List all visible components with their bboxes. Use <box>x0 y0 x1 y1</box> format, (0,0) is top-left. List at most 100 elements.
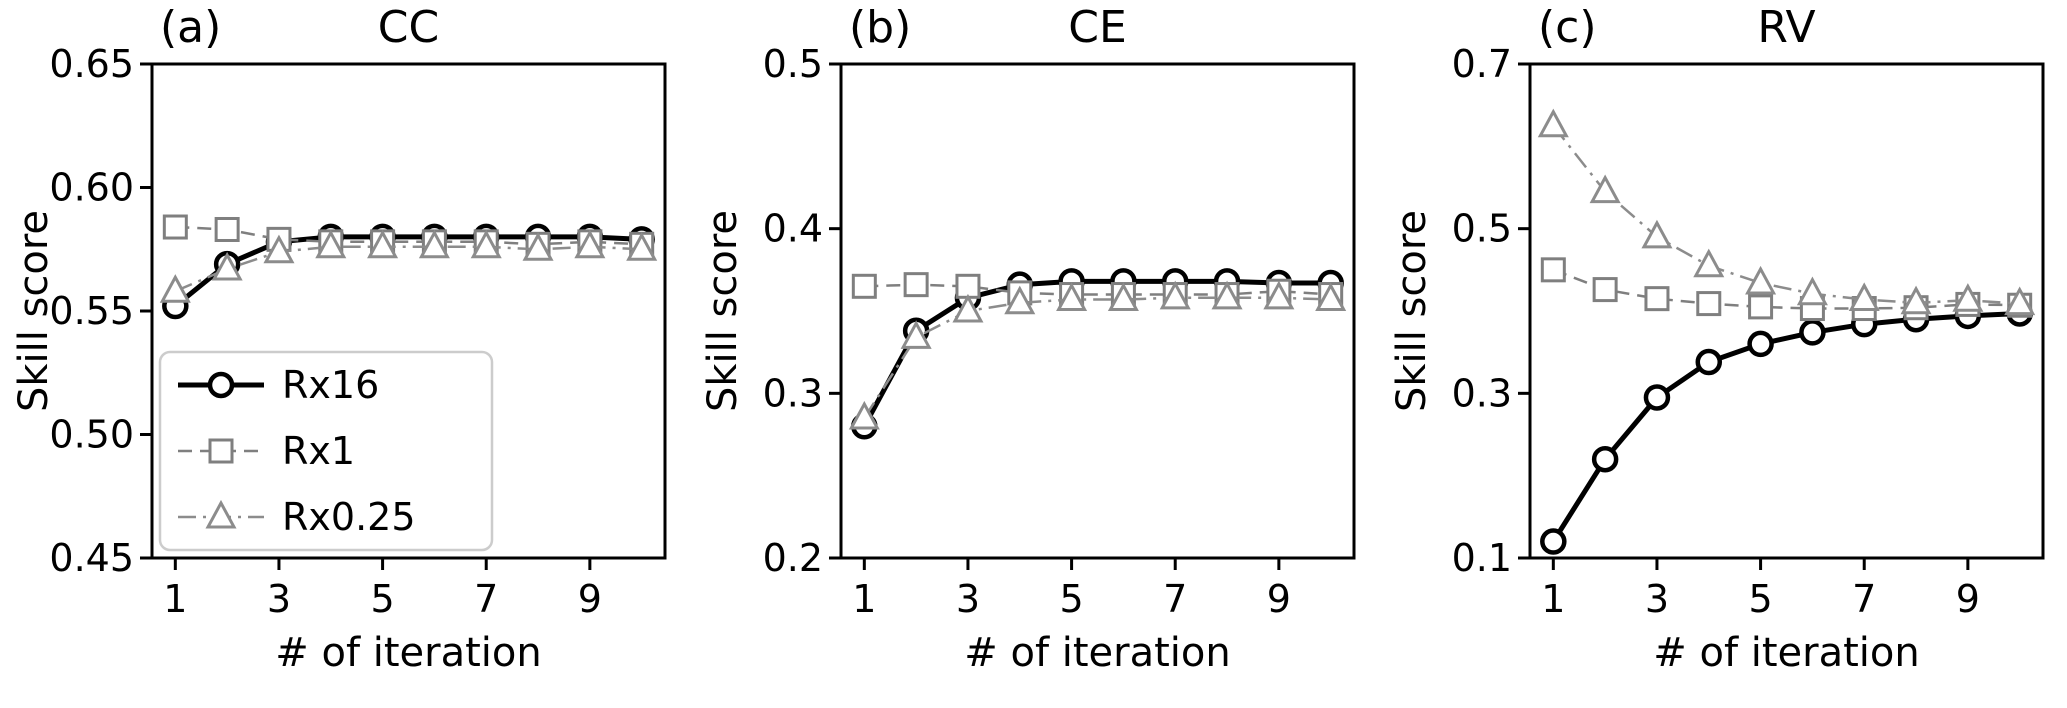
marker-triangle <box>1159 280 1191 310</box>
y-tick-label: 0.60 <box>49 166 134 210</box>
marker-triangle <box>2004 286 2036 316</box>
y-tick-label: 0.7 <box>1452 42 1512 86</box>
marker-triangle <box>1641 219 1673 249</box>
y-tick-label: 0.3 <box>763 371 823 415</box>
marker-triangle <box>1004 285 1036 315</box>
marker-triangle <box>1952 283 1984 312</box>
y-tick-label: 0.45 <box>49 536 134 580</box>
marker-triangle <box>470 229 502 259</box>
marker-triangle <box>848 400 880 430</box>
chart-a-canvas: 1 3 5 7 9 0.45 0.50 0.55 0.60 0.65 Rx16 Rx1 Rx0.25 <box>49 42 667 621</box>
series-line-Rx1 <box>175 225 642 246</box>
marker-triangle <box>1745 265 1777 295</box>
y-tick-label: 0.1 <box>1452 536 1512 580</box>
marker-triangle <box>418 229 450 259</box>
marker-triangle <box>1589 174 1621 204</box>
marker-triangle <box>367 229 399 259</box>
panel-b-title: CE <box>1068 2 1127 53</box>
legend-box <box>158 350 494 552</box>
marker-square <box>162 214 188 240</box>
panel-c-xlabel: # of iteration <box>1653 630 1920 676</box>
y-tick-label: 0.5 <box>763 42 823 86</box>
marker-triangle <box>211 251 243 281</box>
x-tick-label: 7 <box>474 577 498 621</box>
legend-label: Rx0.25 <box>282 495 416 539</box>
panel-c-title: RV <box>1757 2 1816 53</box>
marker-triangle <box>522 232 554 261</box>
series-line-Rx16 <box>173 234 642 309</box>
axes-box <box>839 62 1356 560</box>
y-tick-label: 0.5 <box>1452 207 1512 251</box>
panel-a-xlabel: # of iteration <box>275 630 542 676</box>
x-tick-label: 3 <box>956 577 980 621</box>
chart-panel-b: 1 3 5 7 9 0.2 0.3 0.4 0.5 (b) CE # of iteration … <box>689 0 1378 708</box>
marker-square <box>1540 257 1566 283</box>
marker-triangle <box>315 229 347 259</box>
panel-a-label: (a) <box>160 2 222 53</box>
marker-triangle <box>1211 280 1243 310</box>
marker-triangle <box>1107 282 1139 311</box>
chart-panel-a: 1 3 5 7 9 0.45 0.50 0.55 0.60 0.65 Rx16 Rx1 Rx0.25 (… <box>0 0 689 708</box>
series-line-Rx0.25 <box>174 245 642 293</box>
marker-square <box>208 438 234 464</box>
marker-square <box>1592 277 1618 303</box>
marker-triangle <box>1537 108 1569 138</box>
marker-triangle <box>900 320 932 349</box>
marker-triangle <box>574 229 606 259</box>
marker-square <box>1748 294 1774 320</box>
panel-a-ylabel: Skill score <box>11 209 57 413</box>
marker-circle <box>207 371 235 399</box>
series-line-Rx1 <box>864 283 1331 296</box>
marker-circle <box>1799 319 1826 346</box>
marker-triangle <box>263 234 295 264</box>
marker-square <box>214 216 240 242</box>
marker-triangle <box>1796 276 1828 306</box>
marker-triangle <box>1263 280 1295 310</box>
x-tick-label: 9 <box>578 577 602 621</box>
marker-circle <box>1643 384 1671 411</box>
marker-square <box>1696 291 1722 317</box>
x-tick-label: 5 <box>1748 577 1772 621</box>
marker-circle <box>1591 445 1619 473</box>
marker-triangle <box>626 232 658 261</box>
series-line-Rx0.25 <box>863 296 1331 419</box>
x-tick-label: 5 <box>1059 577 1083 621</box>
x-tick-label: 1 <box>852 577 876 621</box>
marker-triangle <box>1900 285 1932 315</box>
marker-triangle <box>159 274 191 303</box>
y-tick-label: 0.4 <box>763 207 823 251</box>
y-tick-label: 0.3 <box>1452 371 1512 415</box>
series-line-Rx16 <box>1551 311 2020 543</box>
axes-box <box>150 62 667 560</box>
x-tick-label: 5 <box>370 577 394 621</box>
marker-triangle <box>1848 282 1880 311</box>
marker-triangle <box>205 499 237 529</box>
y-tick-label: 0.2 <box>763 536 823 580</box>
x-tick-label: 3 <box>1645 577 1669 621</box>
marker-square <box>851 273 877 299</box>
axes-box <box>1528 62 2045 560</box>
y-tick-label: 0.50 <box>49 413 134 457</box>
marker-circle <box>1695 348 1723 376</box>
panel-c-label: (c) <box>1538 2 1597 53</box>
series-line-Rx0.25 <box>1552 124 2020 305</box>
panel-b-xlabel: # of iteration <box>964 630 1231 676</box>
panel-a-title: CC <box>377 2 440 53</box>
x-tick-label: 3 <box>267 577 291 621</box>
legend-label: Rx16 <box>282 363 379 407</box>
x-tick-label: 1 <box>163 577 187 621</box>
x-tick-label: 1 <box>1541 577 1565 621</box>
series-line-Rx16 <box>862 278 1331 428</box>
marker-circle <box>1747 330 1774 358</box>
y-tick-label: 0.55 <box>49 289 134 333</box>
chart-panel-c: 1 3 5 7 9 0.1 0.3 0.5 0.7 (c) RV # of iteration … <box>1378 0 2067 708</box>
marker-triangle <box>1056 282 1088 311</box>
marker-triangle <box>1693 248 1725 278</box>
x-tick-label: 7 <box>1852 577 1876 621</box>
chart-b-canvas: 1 3 5 7 9 0.2 0.3 0.4 0.5 <box>763 42 1356 621</box>
panel-b-ylabel: Skill score <box>700 209 746 413</box>
marker-circle <box>1540 528 1567 555</box>
chart-c-canvas: 1 3 5 7 9 0.1 0.3 0.5 0.7 <box>1452 42 2045 621</box>
legend-label: Rx1 <box>282 429 355 473</box>
